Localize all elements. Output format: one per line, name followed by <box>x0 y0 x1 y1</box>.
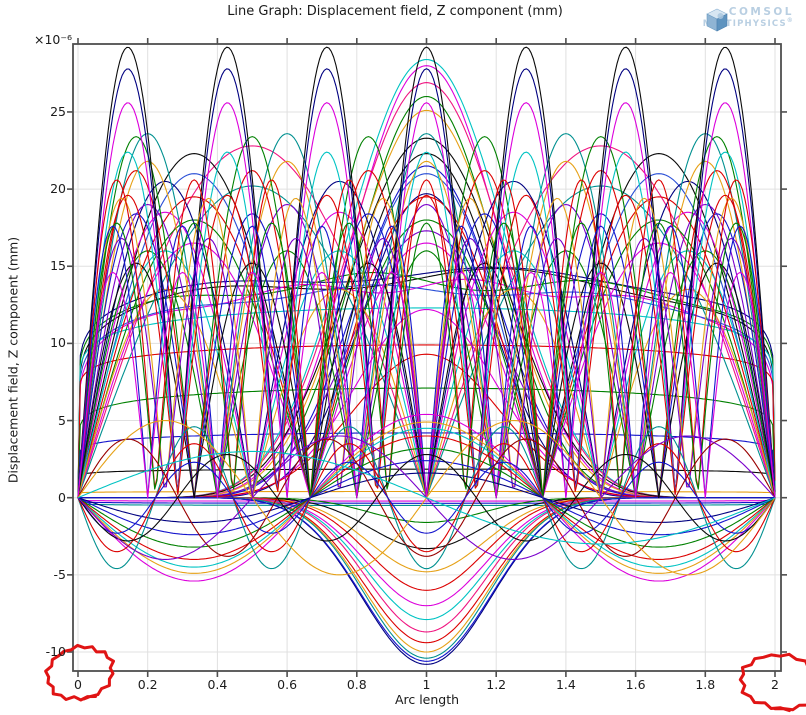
y-axis-title: Displacement field, Z component (mm) <box>5 236 21 484</box>
curve <box>77 387 776 498</box>
x-tick-label-0.6: 0.6 <box>277 677 298 692</box>
curve <box>77 151 776 498</box>
comsol-logo-line2: MULTIPHYSICS® <box>702 17 794 29</box>
x-tick-label-1.6: 1.6 <box>625 677 646 692</box>
registered-mark: ® <box>786 17 794 25</box>
curve <box>77 242 776 499</box>
curve <box>77 472 776 523</box>
curve <box>77 222 776 499</box>
x-tick-label-0.4: 0.4 <box>207 677 228 692</box>
curve <box>77 461 776 534</box>
y-tick-label-15: 15 <box>50 258 66 274</box>
curve <box>77 435 776 560</box>
comsol-logo-text: COMSOL MULTIPHYSICS® <box>703 6 794 30</box>
y-tick-label-25: 25 <box>50 103 66 119</box>
red-circle-annotation <box>44 643 115 702</box>
y-tick-label-10: 10 <box>50 335 66 351</box>
curve <box>77 426 776 570</box>
curve <box>77 447 776 548</box>
x-tick-label-1.8: 1.8 <box>695 677 716 692</box>
y-tick-label--10: -10 <box>45 644 66 659</box>
curve <box>77 497 776 504</box>
comsol-logo: COMSOL MULTIPHYSICS® <box>703 6 794 32</box>
curve <box>77 219 776 499</box>
y-tick-label--5: -5 <box>53 566 66 582</box>
curve <box>77 453 776 542</box>
curve <box>77 250 776 499</box>
y-tick-label-20: 20 <box>50 181 66 197</box>
curve <box>77 179 776 499</box>
curve <box>77 413 776 582</box>
curve <box>77 468 776 498</box>
curve <box>77 194 776 498</box>
comsol-cube-icon <box>706 8 728 32</box>
curve <box>77 196 776 499</box>
curve <box>77 450 776 545</box>
curve <box>77 497 776 506</box>
curve <box>77 427 776 568</box>
y-tick-label-5: 5 <box>58 412 66 428</box>
curve <box>77 432 776 498</box>
x-tick-label-1.4: 1.4 <box>555 677 576 692</box>
comsol-logo-line1: COMSOL <box>728 6 794 18</box>
x-tick-label-2: 2 <box>771 677 779 692</box>
curve <box>77 438 776 557</box>
x-tick-label-1: 1 <box>422 677 431 692</box>
curve <box>77 421 776 574</box>
plot-title: Line Graph: Displacement field, Z compon… <box>227 4 563 19</box>
curve <box>77 497 776 502</box>
x-tick-label-0.2: 0.2 <box>137 677 158 692</box>
curve <box>77 153 776 499</box>
red-circle-annotation <box>738 652 806 713</box>
y-axis-multiplier: ×10⁻⁶ <box>34 32 72 47</box>
curve <box>77 203 776 499</box>
x-tick-label-1.2: 1.2 <box>486 677 507 692</box>
curve <box>77 133 776 499</box>
x-tick-label-0: 0 <box>74 677 82 692</box>
curve <box>77 460 776 536</box>
y-tick-label-0: 0 <box>58 489 66 505</box>
curve <box>77 173 776 499</box>
x-axis-title: Arc length <box>394 692 460 707</box>
x-tick-label-0.8: 0.8 <box>346 677 367 692</box>
curve <box>77 68 776 498</box>
